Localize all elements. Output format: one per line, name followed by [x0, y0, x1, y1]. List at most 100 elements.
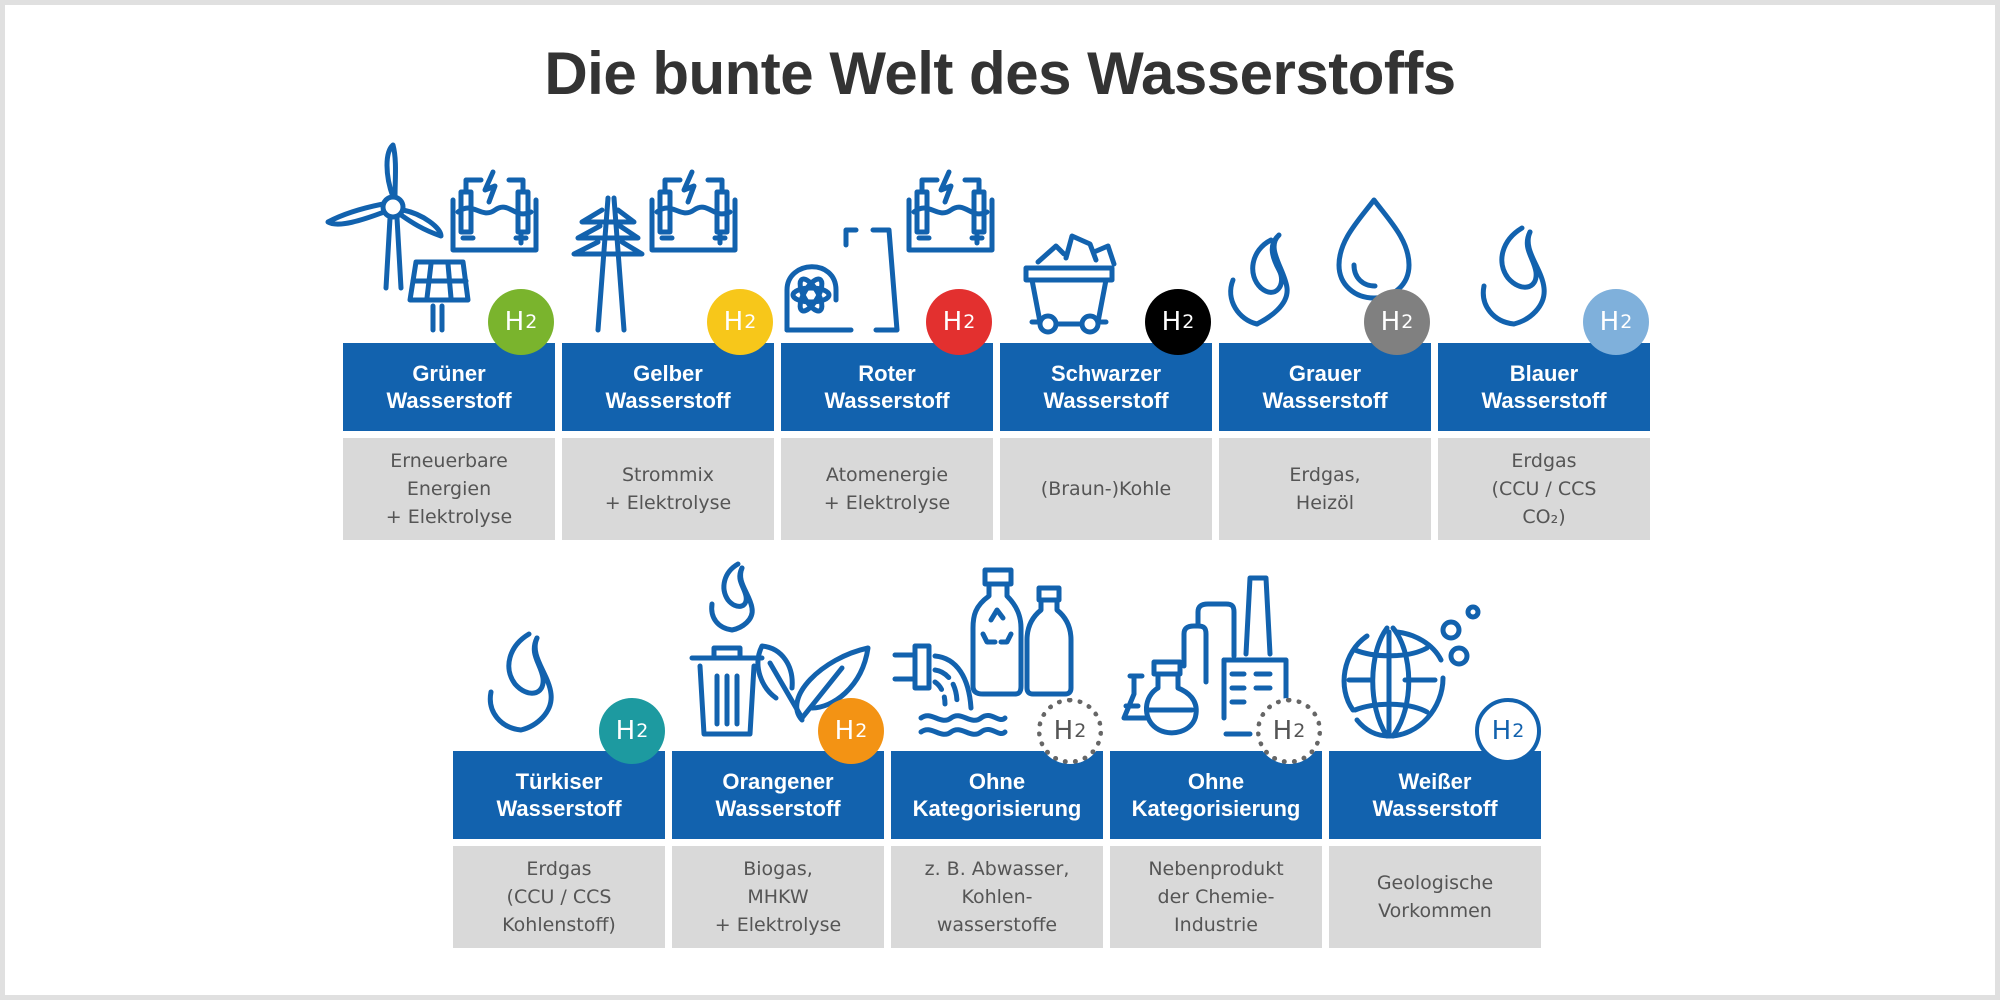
icon-group: [1309, 548, 1561, 748]
source-line: + Elektrolyse: [823, 492, 951, 514]
badge-h: H: [723, 307, 744, 337]
header-line-2: Wasserstoff: [1043, 388, 1169, 413]
electrolyzer-icon: [450, 169, 539, 253]
source-box: (Braun-)Kohle: [1000, 438, 1212, 540]
badge-h: H: [1491, 716, 1512, 746]
bottle-icon: [1024, 585, 1074, 697]
card-header: Blauer Wasserstoff: [1438, 343, 1650, 431]
source-line: + Elektrolyse: [385, 506, 513, 528]
source-box: Erdgas (CCU / CCS CO₂): [1438, 438, 1650, 540]
gas-flame-icon: [1228, 232, 1290, 327]
source-line: Heizöl: [1295, 492, 1355, 514]
source-box: Atomenergie + Elektrolyse: [781, 438, 993, 540]
gas-flame-icon: [1480, 225, 1547, 327]
header-line-2: Kategorisierung: [1131, 796, 1301, 821]
gas-flame-icon: [709, 561, 755, 633]
recycle-bottle-icon: [970, 567, 1024, 697]
header-line-1: Orangener: [722, 769, 834, 794]
coal-cart-icon: [1023, 233, 1117, 335]
source-line: Industrie: [1174, 914, 1258, 936]
source-box: Erdgas (CCU / CCS Kohlenstoff): [453, 846, 665, 948]
source-box: Geologische Vorkommen: [1329, 846, 1541, 948]
header-line-1: Ohne: [968, 769, 1026, 794]
source-line: Energien: [406, 478, 492, 500]
source-line: Erneuerbare: [390, 450, 508, 472]
header-line-2: Wasserstoff: [1481, 388, 1607, 413]
card-header: Weißer Wasserstoff: [1329, 751, 1541, 839]
badge-h: H: [1272, 716, 1293, 746]
source-line: Strommix: [621, 464, 715, 486]
header-line-1: Grauer: [1288, 361, 1362, 386]
icon-group: [761, 140, 1013, 340]
badge-sub: 2: [1293, 720, 1306, 742]
header-line-2: Wasserstoff: [715, 796, 841, 821]
badge-h: H: [615, 716, 636, 746]
header-line-1: Roter: [858, 361, 916, 386]
source-box: Erneuerbare Energien + Elektrolyse: [343, 438, 555, 540]
icon-group: [542, 140, 794, 340]
source-box: Erdgas, Heizöl: [1219, 438, 1431, 540]
badge-sub: 2: [855, 720, 868, 742]
badge-sub: 2: [1401, 311, 1414, 333]
header-line-1: Ohne: [1187, 769, 1245, 794]
icon-group: [871, 548, 1123, 748]
icon-group: [323, 140, 575, 340]
card-header: Orangener Wasserstoff: [672, 751, 884, 839]
badge-sub: 2: [1620, 311, 1633, 333]
source-line: Erdgas: [526, 858, 592, 880]
icon-group: [433, 548, 685, 748]
source-box: Biogas, MHKW + Elektrolyse: [672, 846, 884, 948]
badge-h: H: [504, 307, 525, 337]
badge-sub: 2: [636, 720, 649, 742]
source-box: Strommix + Elektrolyse: [562, 438, 774, 540]
icon-group: [1090, 548, 1342, 748]
icon-group: [980, 140, 1232, 340]
header-line-1: Blauer: [1509, 361, 1579, 386]
header-line-1: Grüner: [412, 361, 486, 386]
source-line: Nebenprodukt: [1148, 858, 1284, 880]
source-line: Vorkommen: [1378, 900, 1492, 922]
badge-sub: 2: [963, 311, 976, 333]
badge-sub: 2: [1512, 720, 1525, 742]
source-line: Biogas,: [743, 858, 813, 880]
source-line: MHKW: [747, 886, 809, 908]
source-line: Atomenergie: [825, 464, 949, 486]
badge-sub: 2: [1074, 720, 1087, 742]
source-line: Kohlenstoff): [502, 914, 616, 936]
header-line-2: Wasserstoff: [1372, 796, 1498, 821]
badge-h: H: [1161, 307, 1182, 337]
icon-group: [1418, 140, 1670, 340]
source-line: der Chemie-: [1157, 886, 1275, 908]
gas-flame-icon: [487, 631, 554, 733]
header-line-1: Schwarzer: [1050, 361, 1162, 386]
header-line-1: Weißer: [1398, 769, 1472, 794]
source-line: CO₂): [1522, 506, 1566, 528]
card-header: Schwarzer Wasserstoff: [1000, 343, 1212, 431]
globe-icon: [1341, 625, 1446, 739]
wastewater-pipe-icon: [892, 643, 1008, 737]
badge-h: H: [1053, 716, 1074, 746]
header-line-2: Wasserstoff: [824, 388, 950, 413]
source-line: Erdgas: [1511, 450, 1577, 472]
badge-sub: 2: [1182, 311, 1195, 333]
header-line-1: Gelber: [633, 361, 703, 386]
oil-drop-icon: [1336, 197, 1412, 301]
source-line: Geologische: [1376, 872, 1494, 894]
header-line-2: Wasserstoff: [386, 388, 512, 413]
bubbles-icon: [1440, 604, 1481, 667]
source-line: Kohlen-: [961, 886, 1033, 908]
source-box: z. B. Abwasser, Kohlen- wasserstoffe: [891, 846, 1103, 948]
badge-h: H: [1380, 307, 1401, 337]
source-line: (Braun-)Kohle: [1040, 478, 1172, 500]
badge-sub: 2: [525, 311, 538, 333]
